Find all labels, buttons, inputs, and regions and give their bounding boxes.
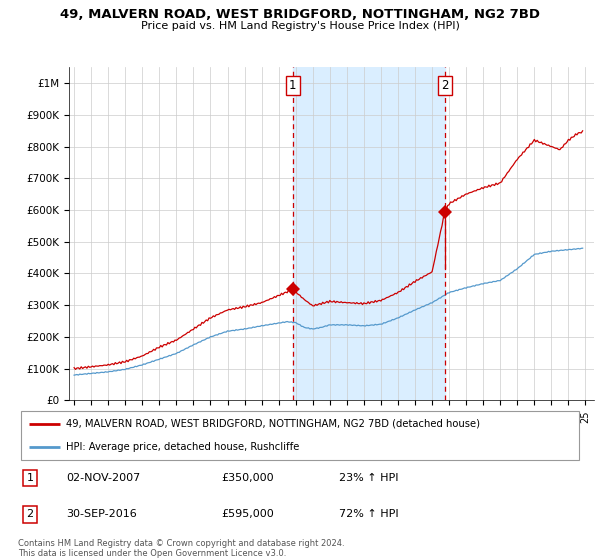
Text: £350,000: £350,000 <box>221 473 274 483</box>
Text: 49, MALVERN ROAD, WEST BRIDGFORD, NOTTINGHAM, NG2 7BD: 49, MALVERN ROAD, WEST BRIDGFORD, NOTTIN… <box>60 8 540 21</box>
Text: 49, MALVERN ROAD, WEST BRIDGFORD, NOTTINGHAM, NG2 7BD (detached house): 49, MALVERN ROAD, WEST BRIDGFORD, NOTTIN… <box>66 419 480 429</box>
Bar <box>293 67 445 400</box>
Text: 1: 1 <box>289 79 296 92</box>
Text: 2: 2 <box>441 79 449 92</box>
Text: Contains HM Land Registry data © Crown copyright and database right 2024.
This d: Contains HM Land Registry data © Crown c… <box>18 539 344 558</box>
Text: 02-NOV-2007: 02-NOV-2007 <box>66 473 140 483</box>
Text: 30-SEP-2016: 30-SEP-2016 <box>66 510 137 520</box>
Text: 1: 1 <box>26 473 34 483</box>
Text: 2: 2 <box>26 510 34 520</box>
Text: 72% ↑ HPI: 72% ↑ HPI <box>340 510 399 520</box>
Text: HPI: Average price, detached house, Rushcliffe: HPI: Average price, detached house, Rush… <box>66 442 299 452</box>
Text: £595,000: £595,000 <box>221 510 274 520</box>
FancyBboxPatch shape <box>21 411 579 460</box>
Text: 23% ↑ HPI: 23% ↑ HPI <box>340 473 399 483</box>
Text: Price paid vs. HM Land Registry's House Price Index (HPI): Price paid vs. HM Land Registry's House … <box>140 21 460 31</box>
